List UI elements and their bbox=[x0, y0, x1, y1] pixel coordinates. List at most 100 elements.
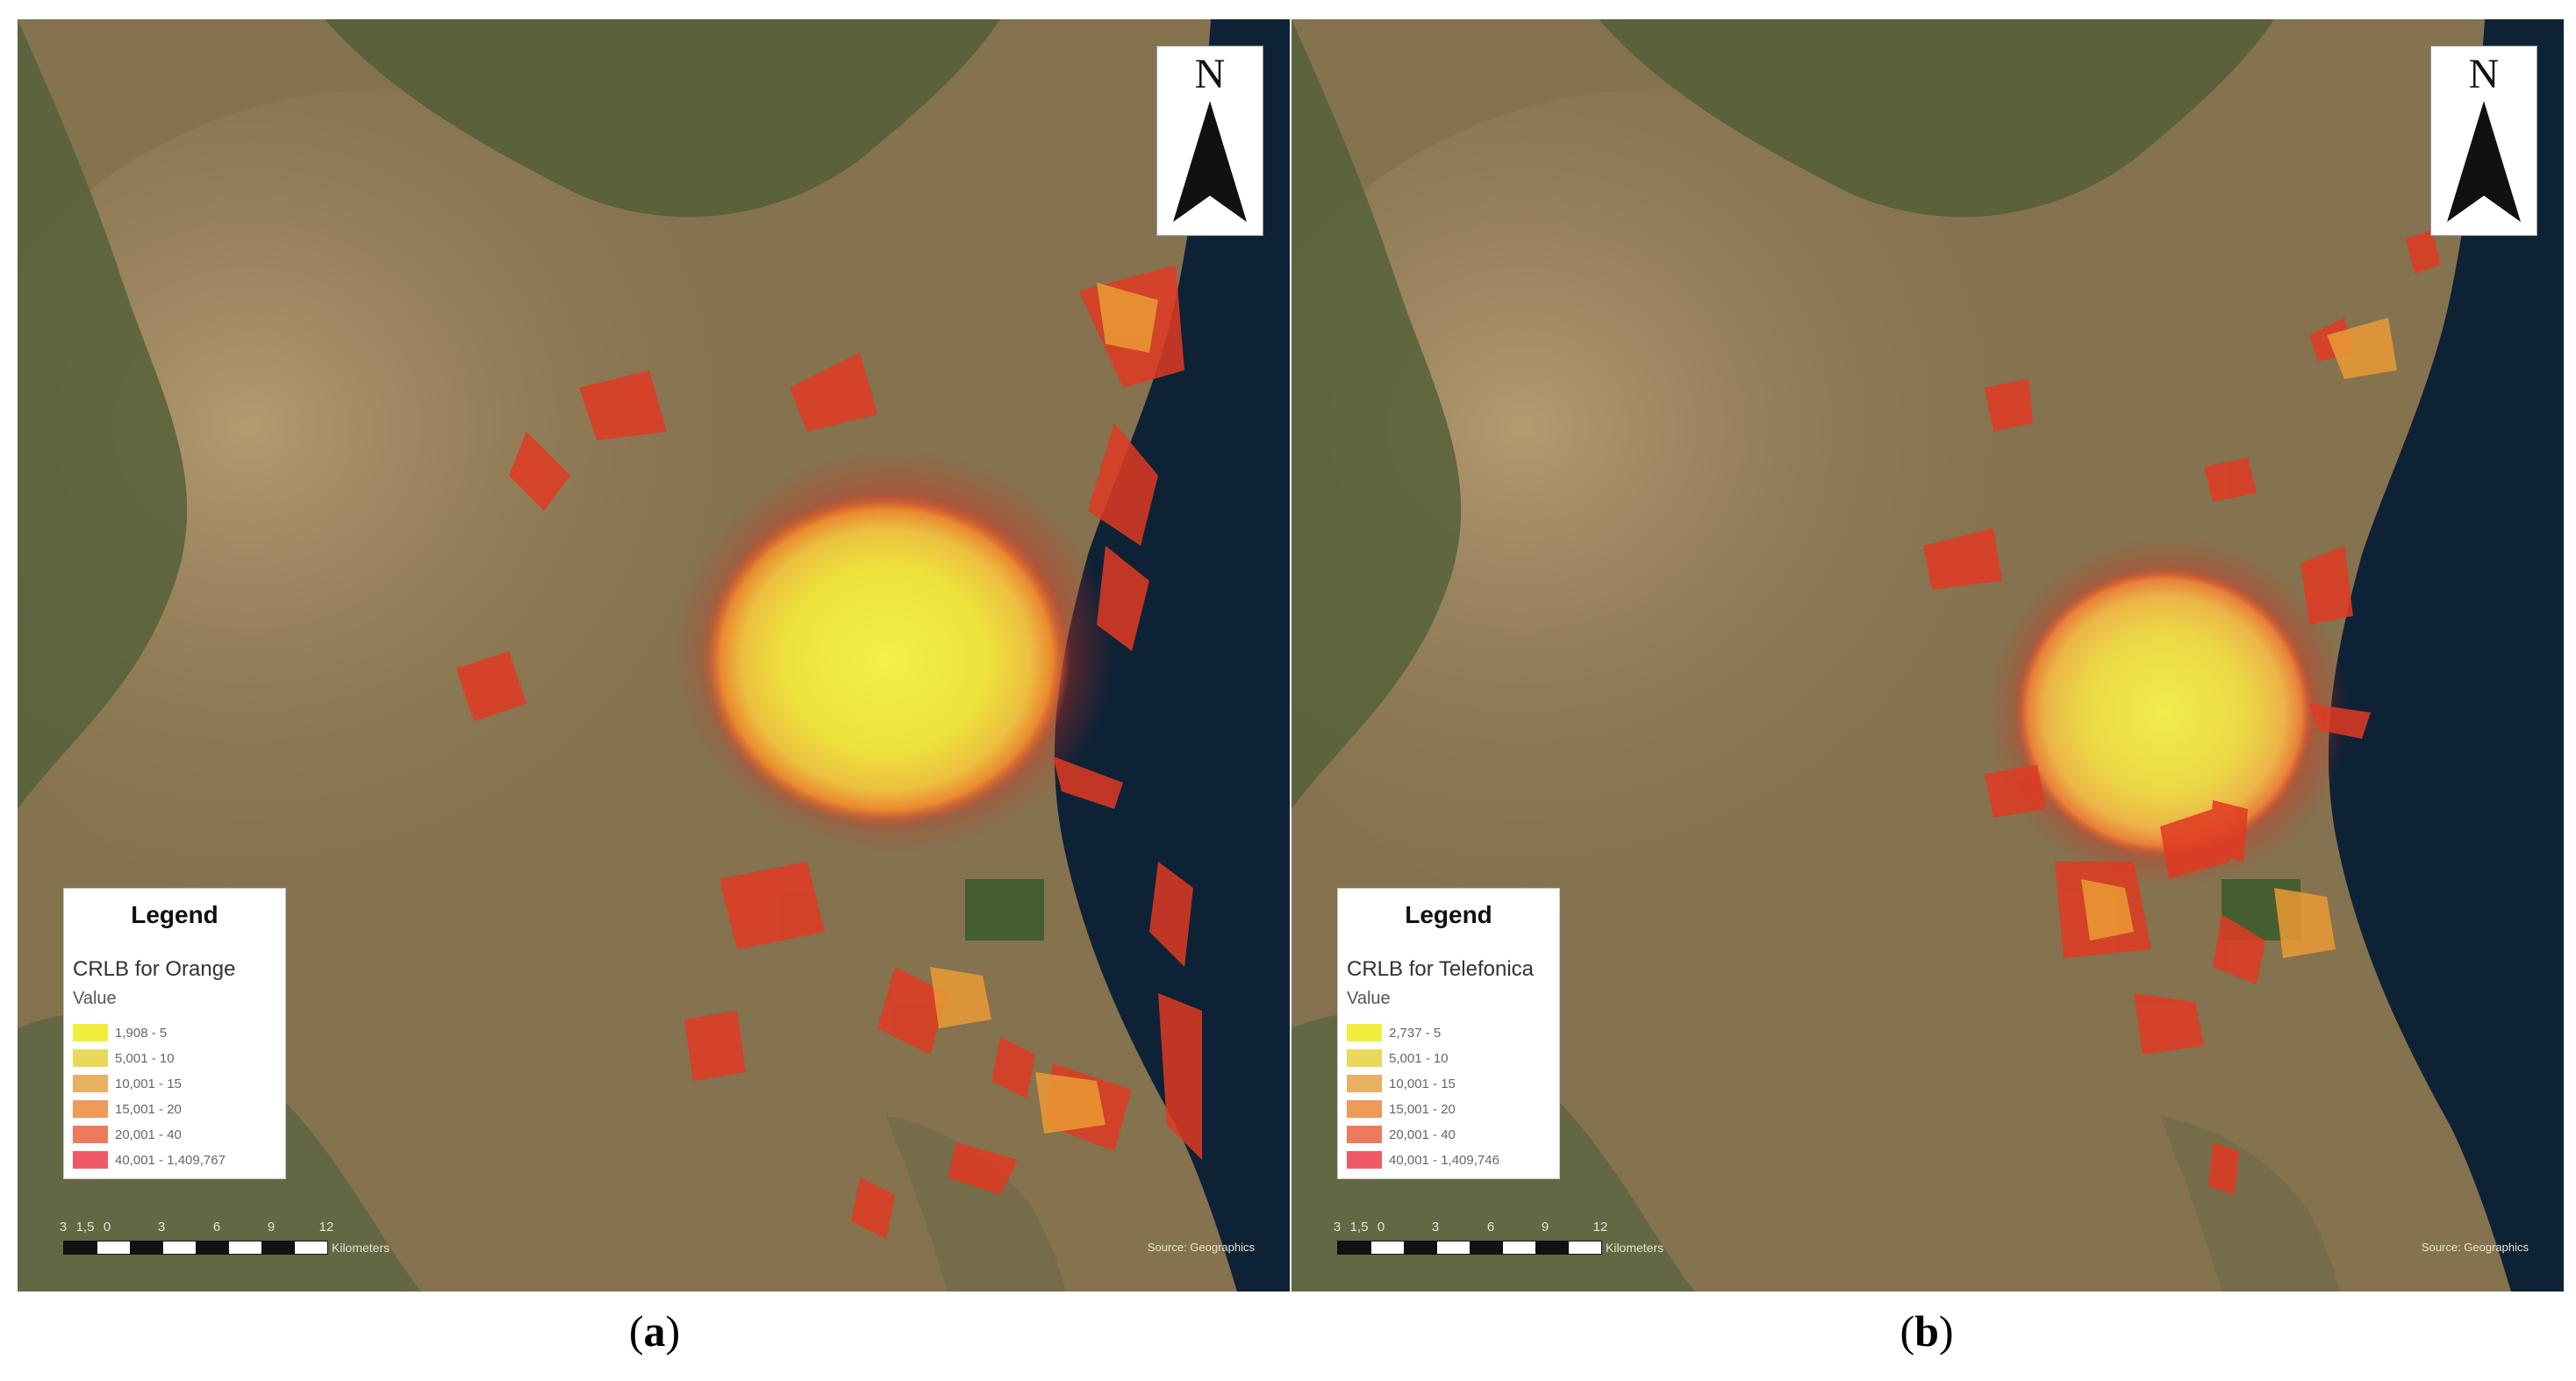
scale-tick: 1,5 bbox=[1349, 1220, 1369, 1234]
legend-items: 1,908 - 5 5,001 - 10 10,001 - 15 15,001 … bbox=[73, 1020, 225, 1173]
legend-item: 40,001 - 1,409,767 bbox=[73, 1148, 225, 1172]
map-attribution: Source: Geographics bbox=[1147, 1241, 1255, 1254]
caption-open: ( bbox=[1900, 1306, 1915, 1356]
legend-label: 2,737 - 5 bbox=[1389, 1025, 1442, 1041]
scale-tick: 12 bbox=[318, 1220, 334, 1234]
legend-item: 20,001 - 40 bbox=[1347, 1122, 1499, 1147]
southeast-hills bbox=[886, 1116, 1066, 1292]
north-arrow-icon bbox=[1173, 101, 1247, 222]
legend-item: 10,001 - 15 bbox=[73, 1071, 225, 1096]
legend-label: 40,001 - 1,409,746 bbox=[1389, 1152, 1499, 1168]
scale-bar-segments bbox=[1337, 1241, 1602, 1255]
northern-mountains bbox=[325, 19, 1000, 218]
legend-label: 40,001 - 1,409,767 bbox=[115, 1152, 225, 1168]
southeast-hills bbox=[2160, 1116, 2340, 1292]
scale-tick: 12 bbox=[1592, 1220, 1608, 1234]
scale-tick: 6 bbox=[212, 1220, 221, 1234]
legend-item: 1,908 - 5 bbox=[73, 1020, 225, 1045]
legend-label: 10,001 - 15 bbox=[115, 1076, 182, 1091]
legend-swatch bbox=[73, 1049, 108, 1067]
scale-ticks: 3 1,5 0 3 6 9 12 bbox=[1333, 1220, 1706, 1239]
urban-plain bbox=[18, 89, 842, 932]
scale-tick: 3 bbox=[157, 1220, 166, 1234]
legend-field-name: Value bbox=[73, 989, 117, 1008]
map-panel-a: N Legend CRLB for Orange Value 1,908 - 5… bbox=[18, 19, 1290, 1292]
north-letter: N bbox=[1194, 51, 1226, 97]
legend-layer-name: CRLB for Orange bbox=[73, 957, 236, 981]
legend-swatch bbox=[73, 1100, 108, 1118]
legend: Legend CRLB for Orange Value 1,908 - 5 5… bbox=[63, 888, 286, 1179]
legend-swatch bbox=[1347, 1100, 1382, 1118]
legend-label: 20,001 - 40 bbox=[1389, 1127, 1456, 1142]
mediterranean-sea bbox=[1054, 19, 1290, 1292]
legend-title: Legend bbox=[1405, 901, 1492, 928]
crlb-orange-patches bbox=[2081, 318, 2397, 958]
legend-label: 15,001 - 20 bbox=[115, 1101, 182, 1117]
legend-swatch bbox=[1347, 1151, 1382, 1169]
north-letter: N bbox=[2468, 51, 2500, 97]
legend-label: 20,001 - 40 bbox=[115, 1127, 182, 1142]
legend-label: 5,001 - 10 bbox=[1389, 1050, 1449, 1066]
legend-swatch bbox=[73, 1126, 108, 1143]
legend-swatch bbox=[73, 1075, 108, 1092]
north-arrow-icon bbox=[2447, 101, 2521, 222]
legend-swatch bbox=[1347, 1024, 1382, 1041]
legend-layer-name: CRLB for Telefonica bbox=[1347, 957, 1534, 981]
satellite-basemap bbox=[18, 19, 1290, 1292]
north-arrow: N bbox=[1156, 46, 1263, 236]
panel-caption-a: (a) bbox=[602, 1306, 707, 1356]
legend: Legend CRLB for Telefonica Value 2,737 -… bbox=[1337, 888, 1560, 1179]
legend-item: 15,001 - 20 bbox=[73, 1097, 225, 1121]
legend-label: 1,908 - 5 bbox=[115, 1025, 168, 1041]
scale-tick: 0 bbox=[103, 1220, 111, 1234]
north-arrow: N bbox=[2430, 46, 2537, 236]
legend-swatch bbox=[73, 1024, 108, 1041]
legend-label: 10,001 - 15 bbox=[1389, 1076, 1456, 1091]
scale-tick: 1,5 bbox=[75, 1220, 95, 1234]
legend-title: Legend bbox=[131, 901, 218, 928]
scale-bar: 3 1,5 0 3 6 9 12 Kilometers bbox=[1333, 1220, 1706, 1272]
legend-item: 15,001 - 20 bbox=[1347, 1097, 1499, 1121]
crlb-core-zone bbox=[2015, 568, 2314, 857]
legend-item: 10,001 - 15 bbox=[1347, 1071, 1499, 1096]
scale-tick: 9 bbox=[267, 1220, 275, 1234]
caption-close: ) bbox=[665, 1306, 681, 1356]
scale-tick: 3 bbox=[1431, 1220, 1440, 1234]
albufera-wetland bbox=[965, 879, 1044, 941]
caption-close: ) bbox=[1938, 1306, 1954, 1356]
scale-tick: 0 bbox=[1377, 1220, 1385, 1234]
legend-label: 5,001 - 10 bbox=[115, 1050, 175, 1066]
scale-tick: 3 bbox=[59, 1220, 68, 1234]
scale-bar-segments bbox=[63, 1241, 328, 1255]
mediterranean-sea bbox=[2328, 19, 2564, 1292]
map-panel-b: N Legend CRLB for Telefonica Value 2,737… bbox=[1292, 19, 2564, 1292]
crlb-core-zone bbox=[702, 493, 1070, 826]
legend-swatch bbox=[1347, 1075, 1382, 1092]
legend-field-name: Value bbox=[1347, 989, 1391, 1008]
legend-item: 5,001 - 10 bbox=[1347, 1046, 1499, 1070]
legend-item: 20,001 - 40 bbox=[73, 1122, 225, 1147]
western-mountains bbox=[1292, 19, 1462, 809]
legend-swatch bbox=[1347, 1049, 1382, 1067]
legend-item: 40,001 - 1,409,746 bbox=[1347, 1148, 1499, 1172]
scale-unit: Kilometers bbox=[1606, 1241, 1664, 1255]
scale-bar: 3 1,5 0 3 6 9 12 Kilometers bbox=[59, 1220, 432, 1272]
caption-open: ( bbox=[628, 1306, 644, 1356]
legend-item: 5,001 - 10 bbox=[73, 1046, 225, 1070]
scale-tick: 3 bbox=[1333, 1220, 1342, 1234]
legend-swatch bbox=[1347, 1126, 1382, 1143]
western-mountains bbox=[18, 19, 188, 809]
panel-caption-b: (b) bbox=[1874, 1306, 1979, 1356]
scale-ticks: 3 1,5 0 3 6 9 12 bbox=[59, 1220, 432, 1239]
scale-unit: Kilometers bbox=[332, 1241, 390, 1255]
legend-label: 15,001 - 20 bbox=[1389, 1101, 1456, 1117]
caption-letter: b bbox=[1914, 1306, 1939, 1356]
crlb-orange-patches bbox=[930, 283, 1158, 1134]
legend-item: 2,737 - 5 bbox=[1347, 1020, 1499, 1045]
legend-swatch bbox=[73, 1151, 108, 1169]
caption-letter: a bbox=[643, 1306, 666, 1356]
scale-tick: 9 bbox=[1541, 1220, 1549, 1234]
legend-items: 2,737 - 5 5,001 - 10 10,001 - 15 15,001 … bbox=[1347, 1020, 1499, 1173]
scale-tick: 6 bbox=[1486, 1220, 1495, 1234]
northern-mountains bbox=[1599, 19, 2274, 218]
